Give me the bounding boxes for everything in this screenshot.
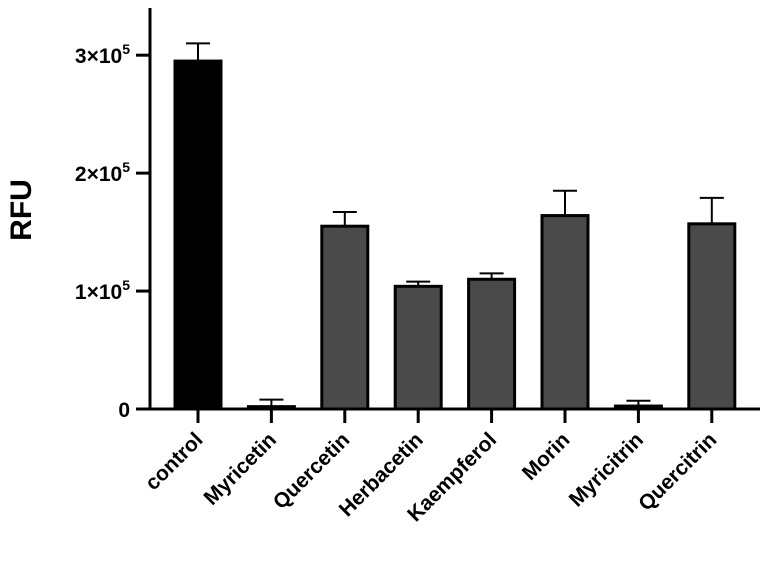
bar-morin <box>540 214 590 411</box>
bar-control <box>173 59 223 411</box>
y-axis-title: RFU <box>5 179 38 241</box>
error-bar-control <box>186 42 210 62</box>
x-tick-label: Morin <box>518 428 575 485</box>
error-bars-layer <box>186 42 724 407</box>
error-bar-herbacetin <box>406 280 431 287</box>
y-ticks-layer: 0 1×105 2×105 3×105 <box>75 41 150 422</box>
y-tick-label: 0 <box>118 399 130 422</box>
x-ticks-layer: controlMyricetinQuercetinHerbacetinKaemp… <box>141 409 721 526</box>
y-tick-label: 2×105 <box>75 159 130 186</box>
error-bar-quercetin <box>332 211 357 227</box>
bar-herbacetin <box>393 284 443 411</box>
error-bar-myricitrin <box>626 399 651 407</box>
y-tick-label: 1×105 <box>75 277 130 304</box>
error-bar-morin <box>553 189 577 216</box>
error-bar-myricetin <box>259 398 284 407</box>
error-bar-kaempferol <box>479 272 504 280</box>
x-tick-label: Quercitrin <box>634 428 721 515</box>
error-bar-quercitrin <box>699 196 724 224</box>
bar-quercitrin <box>687 222 737 411</box>
bar-kaempferol <box>467 277 517 411</box>
bar-quercetin <box>320 224 370 411</box>
bars-layer <box>173 59 737 411</box>
axes-layer <box>148 8 760 411</box>
y-tick-label: 3×105 <box>75 41 130 68</box>
x-tick-label: control <box>141 428 208 495</box>
